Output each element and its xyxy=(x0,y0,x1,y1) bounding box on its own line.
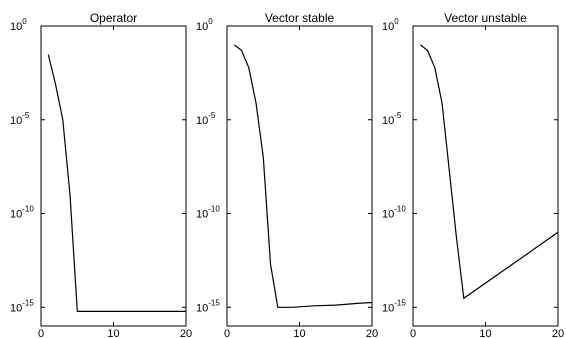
panel-2-xtick-label: 20 xyxy=(366,328,378,338)
panel-3-ytick-label: 100 xyxy=(382,17,399,33)
panel-3-ytick-label: 10-10 xyxy=(382,205,406,221)
panel-1-ytick-label: 10-15 xyxy=(10,298,34,314)
panel-2-ytick-label: 100 xyxy=(196,17,213,33)
panel-3-ytick-label: 10-5 xyxy=(382,111,402,127)
panel-1-series-line-1 xyxy=(47,54,186,312)
panel-3-xtick-label: 0 xyxy=(410,328,416,338)
panel-1-xtick-label: 0 xyxy=(38,328,44,338)
panel-1-title: Operator xyxy=(90,11,137,25)
panel-1-operator: Operator 100 10-5 10-10 10-15 0 10 20 xyxy=(10,11,192,338)
panel-3-title: Vector unstable xyxy=(444,11,527,25)
panel-3-xtick-label: 20 xyxy=(552,328,564,338)
panel-1-ytick-label: 10-10 xyxy=(10,205,34,221)
panel-1-ytick-label: 100 xyxy=(10,17,27,33)
panel-1-xtick-label: 10 xyxy=(107,328,119,338)
panel-1-ytick-label: 10-5 xyxy=(10,111,30,127)
panel-2-title: Vector stable xyxy=(265,11,335,25)
panel-3-vector-unstable: Vector unstable 100 10-5 10-10 10-15 0 10 20 xyxy=(382,11,564,338)
panel-2-ytick-label: 10-5 xyxy=(196,111,216,127)
panel-2-ytick-label: 10-10 xyxy=(196,205,220,221)
panel-2-xtick-label: 0 xyxy=(224,328,230,338)
panel-3-ytick-label: 10-15 xyxy=(382,298,406,314)
panel-2-ytick-label: 10-15 xyxy=(196,298,220,314)
panel-3-xtick-label: 10 xyxy=(479,328,491,338)
panel-3-series-line-1 xyxy=(419,44,559,300)
panel-3-axes-box xyxy=(412,25,559,327)
panel-1-axes-box xyxy=(40,25,187,327)
panel-1-xtick-label: 20 xyxy=(180,328,192,338)
panel-2-xtick-label: 10 xyxy=(293,328,305,338)
panel-2-series-line-1 xyxy=(233,44,373,308)
panel-2-vector-stable: Vector stable 100 10-5 10-10 10-15 0 10 20 xyxy=(196,11,378,338)
panel-2-axes-box xyxy=(226,25,373,327)
